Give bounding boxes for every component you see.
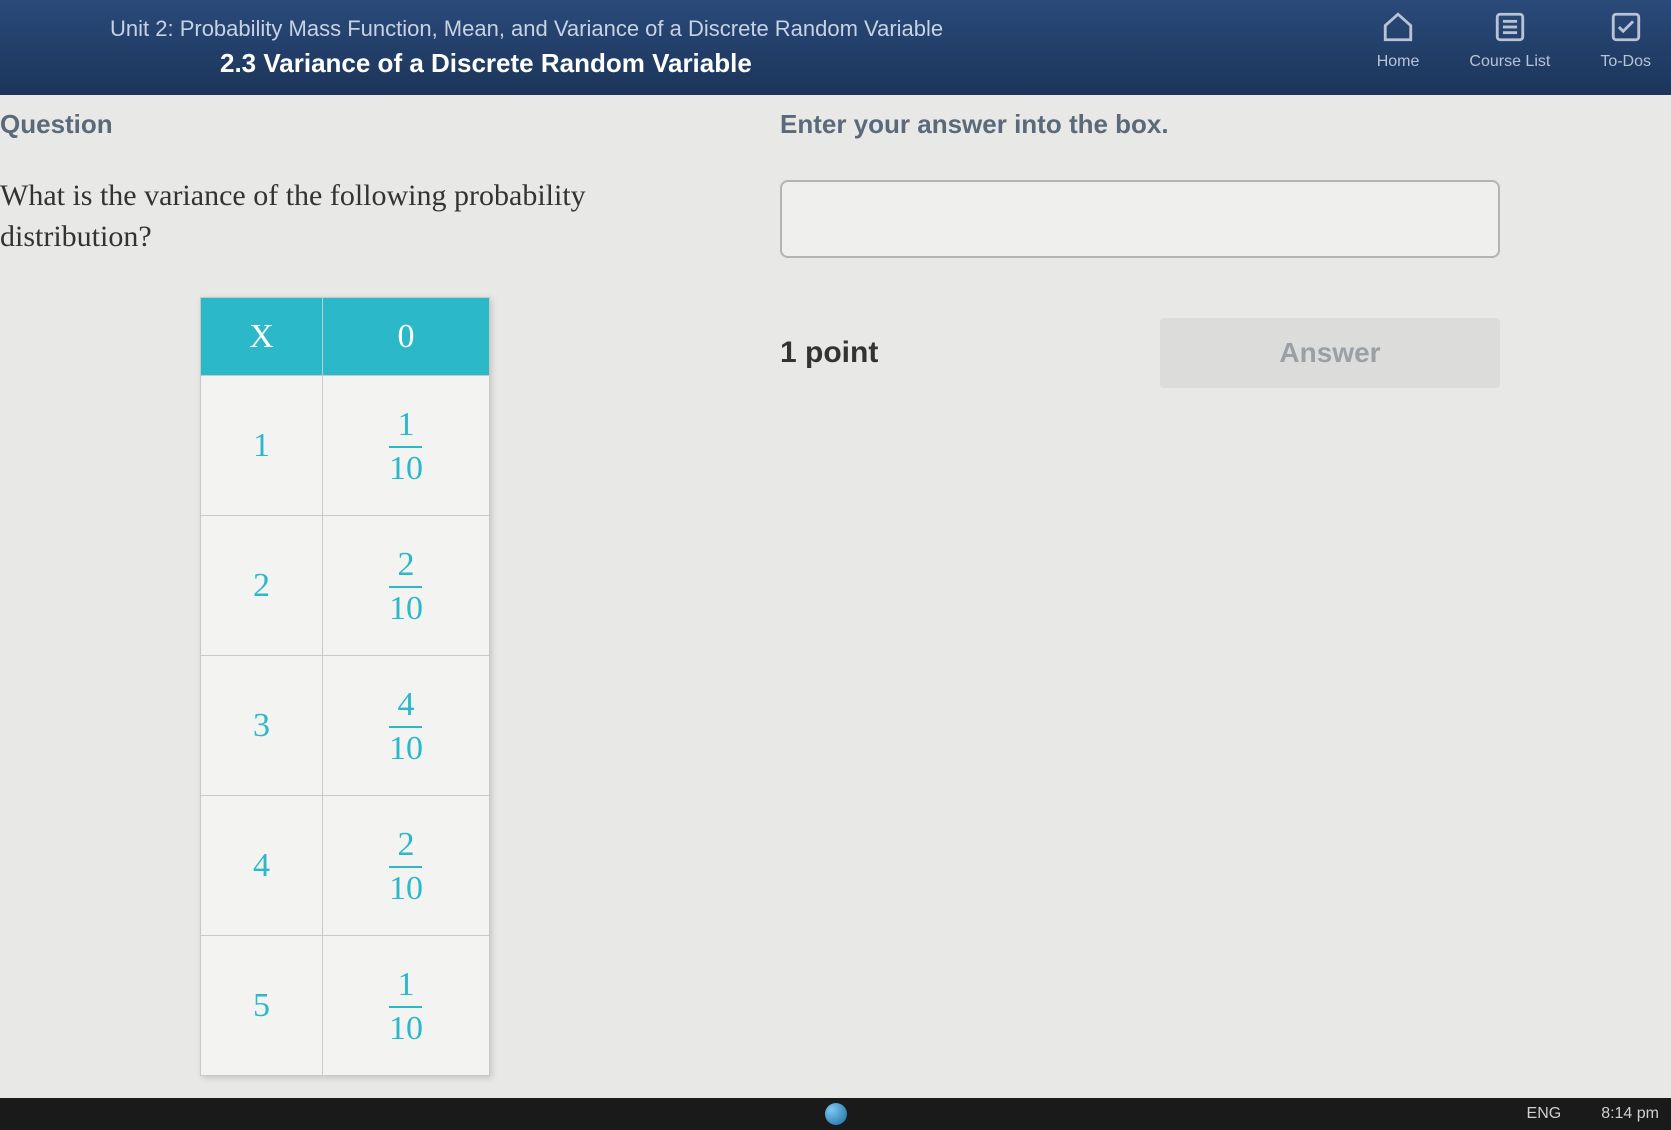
fraction-numerator: 1	[389, 968, 422, 1008]
answer-panel: Enter your answer into the box. 1 point …	[780, 109, 1671, 1076]
answer-input[interactable]	[780, 180, 1500, 258]
nav-to-dos[interactable]: To-Dos	[1600, 10, 1651, 71]
course-header: Unit 2: Probability Mass Function, Mean,…	[0, 0, 1671, 95]
header-titles: Unit 2: Probability Mass Function, Mean,…	[110, 16, 943, 79]
points-label: 1 point	[780, 336, 878, 370]
table-row: 5 1 10	[201, 936, 490, 1076]
cell-p: 1 10	[322, 936, 489, 1076]
header-nav: Home Course List To-Dos	[1377, 10, 1651, 71]
fraction: 1 10	[389, 968, 423, 1046]
list-icon	[1493, 10, 1527, 49]
fraction-denominator: 10	[389, 588, 423, 626]
cell-x: 5	[201, 936, 323, 1076]
enter-answer-label: Enter your answer into the box.	[780, 109, 1611, 140]
cell-x: 3	[201, 656, 323, 796]
home-icon	[1381, 10, 1415, 49]
cell-x: 4	[201, 796, 323, 936]
answer-button[interactable]: Answer	[1160, 318, 1500, 388]
table-header-x: X	[201, 298, 323, 376]
table-row: 3 4 10	[201, 656, 490, 796]
fraction-numerator: 4	[389, 688, 422, 728]
section-title: 2.3 Variance of a Discrete Random Variab…	[110, 48, 943, 79]
question-line1: What is the variance of the following pr…	[0, 179, 586, 212]
table-row: 1 1 10	[201, 376, 490, 516]
question-text: What is the variance of the following pr…	[0, 176, 780, 257]
taskbar: ENG 8:14 pm	[0, 1098, 1671, 1130]
fraction: 2 10	[389, 548, 423, 626]
points-row: 1 point Answer	[780, 318, 1500, 388]
fraction-denominator: 10	[389, 448, 423, 486]
probability-table: X 0 1 1 10 2	[200, 297, 490, 1076]
fraction-numerator: 1	[389, 408, 422, 448]
nav-home[interactable]: Home	[1377, 10, 1420, 71]
fraction: 4 10	[389, 688, 423, 766]
question-line2: distribution?	[0, 220, 152, 253]
cell-p: 2 10	[322, 796, 489, 936]
main-content: Question What is the variance of the fol…	[0, 95, 1671, 1076]
fraction-numerator: 2	[389, 548, 422, 588]
cell-p: 1 10	[322, 376, 489, 516]
fraction-numerator: 2	[389, 828, 422, 868]
taskbar-time: 8:14 pm	[1601, 1105, 1659, 1123]
checklist-icon	[1609, 10, 1643, 49]
fraction: 2 10	[389, 828, 423, 906]
taskbar-lang[interactable]: ENG	[1527, 1105, 1562, 1123]
fraction-denominator: 10	[389, 1008, 423, 1046]
cell-p: 4 10	[322, 656, 489, 796]
fraction-denominator: 10	[389, 728, 423, 766]
question-panel: Question What is the variance of the fol…	[0, 109, 780, 1076]
table-body: 1 1 10 2 2 10	[201, 376, 490, 1076]
nav-home-label: Home	[1377, 53, 1420, 71]
fraction: 1 10	[389, 408, 423, 486]
cell-x: 1	[201, 376, 323, 516]
cell-x: 2	[201, 516, 323, 656]
table-row: 2 2 10	[201, 516, 490, 656]
table-header-p: 0	[322, 298, 489, 376]
table-row: 4 2 10	[201, 796, 490, 936]
start-orb-icon[interactable]	[825, 1103, 847, 1125]
nav-course-list-label: Course List	[1469, 53, 1550, 71]
nav-course-list[interactable]: Course List	[1469, 10, 1550, 71]
cell-p: 2 10	[322, 516, 489, 656]
nav-to-dos-label: To-Dos	[1600, 53, 1651, 71]
fraction-denominator: 10	[389, 868, 423, 906]
question-heading: Question	[0, 109, 780, 140]
unit-title: Unit 2: Probability Mass Function, Mean,…	[110, 16, 943, 42]
